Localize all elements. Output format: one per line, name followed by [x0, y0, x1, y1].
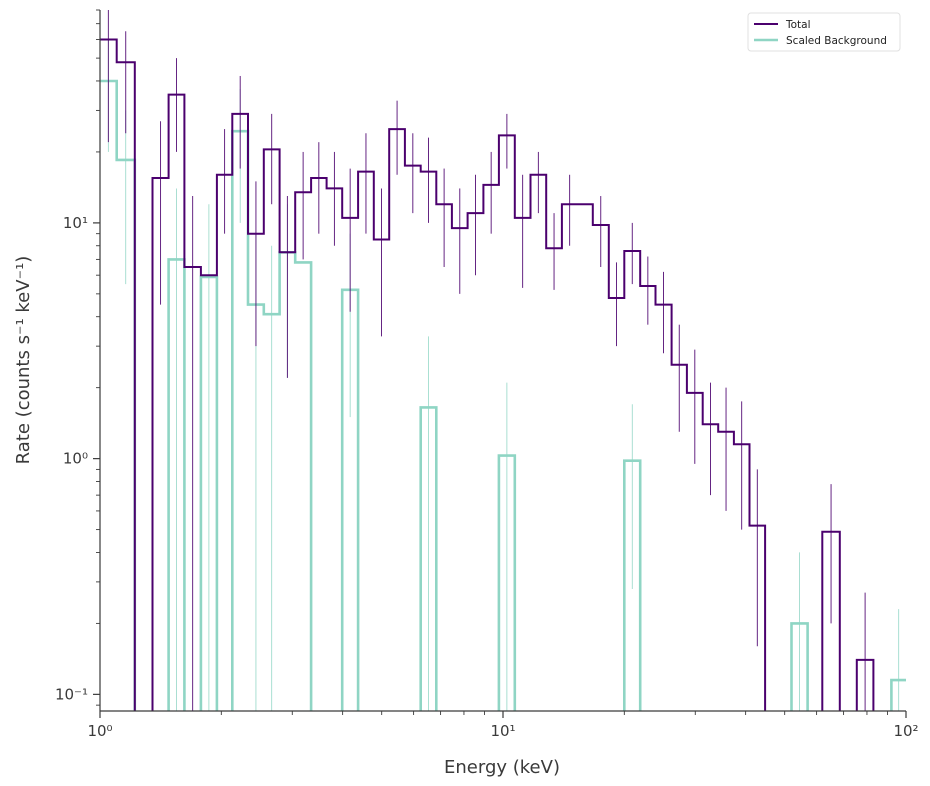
x-tick-label-0: 10⁰	[87, 722, 112, 740]
tick-labels: 10⁰ 10¹ 10² 10⁻¹ 10⁰ 10¹	[55, 214, 919, 740]
series-layer	[100, 10, 906, 711]
series-background	[100, 39, 906, 711]
y-tick-label-0: 10⁻¹	[55, 685, 88, 703]
x-tick-label-2: 10²	[893, 722, 918, 740]
step-line-total	[100, 38, 875, 711]
legend-label-background: Scaled Background	[786, 35, 887, 47]
step-line-background	[100, 79, 906, 711]
legend-box	[747, 12, 901, 52]
series-total	[100, 10, 875, 711]
legend-label-total: Total	[785, 19, 811, 31]
axes	[99, 10, 906, 712]
y-tick-label-2: 10¹	[63, 214, 88, 232]
y-tick-label-1: 10⁰	[63, 450, 88, 468]
y-axis-label: Rate (counts s⁻¹ keV⁻¹)	[13, 256, 34, 465]
x-tick-label-1: 10¹	[490, 722, 515, 740]
legend: Total Scaled Background	[747, 12, 901, 52]
tick-marks	[93, 9, 907, 718]
x-axis-label: Energy (keV)	[444, 757, 560, 778]
